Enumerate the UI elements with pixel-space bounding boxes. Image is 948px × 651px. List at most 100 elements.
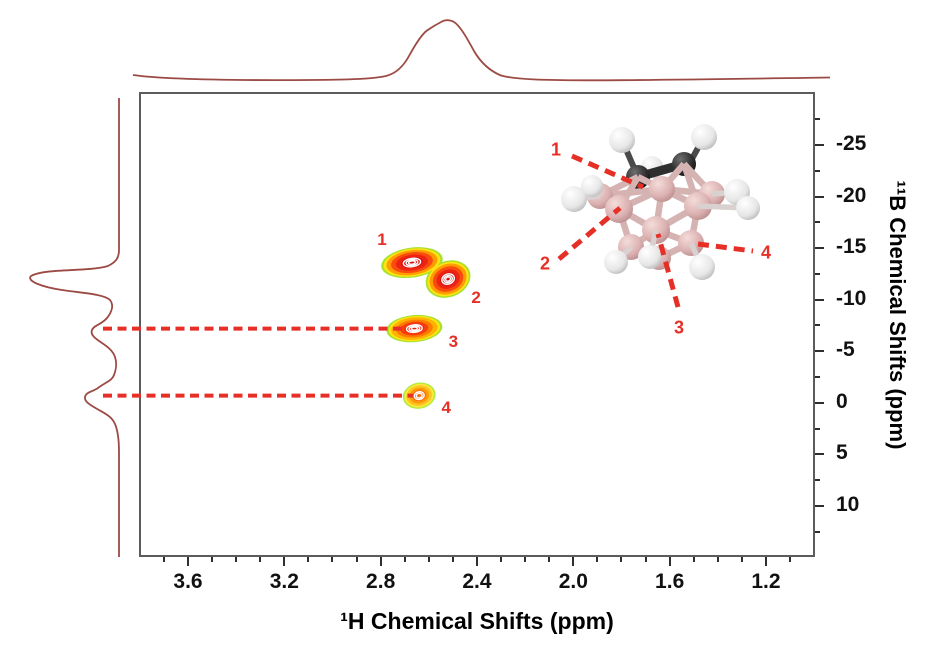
assignment-line-4 — [697, 241, 754, 254]
x-major-tick — [668, 557, 671, 566]
site-assignment-lines — [557, 153, 754, 308]
cross-peak-inner-ring — [407, 260, 417, 265]
hydrogen-atom — [736, 196, 760, 220]
x-minor-tick — [403, 557, 406, 562]
y-tick-label: -20 — [836, 183, 867, 207]
y-minor-tick — [815, 169, 820, 172]
h-projection-trace — [132, 19, 831, 82]
y-minor-tick — [815, 427, 820, 430]
x-major-tick — [475, 557, 478, 566]
y-major-tick — [815, 504, 824, 507]
y-tick-label: -10 — [836, 286, 867, 310]
y-minor-tick — [815, 530, 820, 533]
x-minor-tick — [427, 557, 430, 562]
molecule-site-label-1: 1 — [550, 139, 562, 160]
molecule-site-label-2: 2 — [539, 253, 551, 274]
molecule-site-label-3: 3 — [673, 317, 685, 338]
y-major-tick — [815, 298, 824, 301]
terminal-hydrogens — [561, 175, 760, 280]
assignment-line-3 — [655, 233, 681, 308]
cross-peak-inner-ring — [405, 258, 419, 267]
x-tick-label: 1.2 — [751, 570, 781, 593]
cross-peak-inner-ring — [410, 326, 419, 331]
y-tick-label: -5 — [836, 338, 855, 362]
x-tick-label: 1.6 — [655, 570, 685, 593]
projection-guide-lines — [103, 326, 414, 398]
y-major-tick — [815, 247, 824, 250]
x-tick-label: 3.6 — [173, 570, 203, 593]
y-major-tick — [815, 350, 824, 353]
x-axis-title: ¹H Chemical Shifts (ppm) — [340, 608, 614, 634]
cross-peak-inner-ring — [443, 274, 454, 284]
x-minor-tick — [620, 557, 623, 562]
x-major-tick — [283, 557, 286, 566]
y-tick-label: 10 — [836, 492, 860, 516]
x-minor-tick — [596, 557, 599, 562]
assignment-line-1 — [570, 153, 645, 190]
assignment-line-2 — [557, 206, 622, 261]
cross-peak-inner-ring — [413, 390, 425, 401]
x-minor-tick — [740, 557, 743, 562]
y-tick-label: -15 — [836, 235, 867, 259]
b-projection-trace — [29, 98, 120, 557]
y-minor-tick — [815, 479, 820, 482]
x-minor-tick — [451, 557, 454, 562]
y-tick-label: 0 — [836, 389, 848, 413]
x-tick-label: 2.8 — [366, 570, 396, 593]
x-major-tick — [572, 557, 575, 566]
x-minor-tick — [500, 557, 503, 562]
y-tick-label: -25 — [836, 132, 867, 155]
hydrogen-atom — [691, 124, 717, 150]
x-minor-tick — [211, 557, 214, 562]
y-axis-title: ¹¹B Chemical Shifts (ppm) — [885, 180, 910, 450]
y-major-tick — [815, 453, 824, 456]
x-minor-tick — [524, 557, 527, 562]
x-minor-tick — [259, 557, 262, 562]
hydrogen-atom — [609, 127, 635, 153]
x-minor-tick — [355, 557, 358, 562]
x-major-tick — [764, 557, 767, 566]
x-minor-tick — [331, 557, 334, 562]
y-minor-tick — [815, 221, 820, 224]
x-major-tick — [379, 557, 382, 566]
hydrogen-atom — [638, 245, 662, 269]
x-minor-tick — [644, 557, 647, 562]
hydrogen-atom — [561, 186, 587, 212]
y-minor-tick — [815, 118, 820, 121]
x-tick-label: 2.4 — [462, 570, 492, 593]
y-minor-tick — [815, 272, 820, 275]
cross-peak-inner-ring — [402, 257, 422, 268]
cross-peak-inner-ring — [408, 325, 421, 332]
y-minor-tick — [815, 324, 820, 327]
molecule-site-label-4: 4 — [760, 242, 772, 263]
plot-frame — [139, 92, 815, 557]
cross-peak-inner-ring — [441, 273, 456, 286]
cross-peak-inner-ring — [405, 324, 423, 334]
cross-peak-label-3: 3 — [448, 331, 459, 351]
y-major-tick — [815, 195, 824, 198]
y-minor-tick — [815, 376, 820, 379]
x-minor-tick — [235, 557, 238, 562]
cross-peak-contours — [381, 247, 471, 409]
x-minor-tick — [789, 557, 792, 562]
x-minor-tick — [692, 557, 695, 562]
y-tick-label: 5 — [836, 441, 848, 465]
x-major-tick — [187, 557, 189, 566]
x-tick-label: 2.0 — [558, 570, 588, 593]
molecule-model — [557, 124, 760, 308]
cross-peak-inner-ring — [415, 392, 423, 399]
hydrogen-atom — [689, 254, 715, 280]
y-major-tick — [815, 144, 824, 146]
cross-peak-label-2: 2 — [471, 288, 481, 308]
cross-peak-label-1: 1 — [377, 229, 387, 249]
y-major-tick — [815, 401, 824, 404]
x-minor-tick — [548, 557, 551, 562]
x-minor-tick — [716, 557, 719, 562]
x-tick-label: 3.2 — [269, 570, 299, 593]
boron-atom — [649, 176, 675, 202]
x-minor-tick — [162, 557, 165, 562]
x-minor-tick — [307, 557, 310, 562]
hydrogen-atom — [604, 250, 628, 274]
